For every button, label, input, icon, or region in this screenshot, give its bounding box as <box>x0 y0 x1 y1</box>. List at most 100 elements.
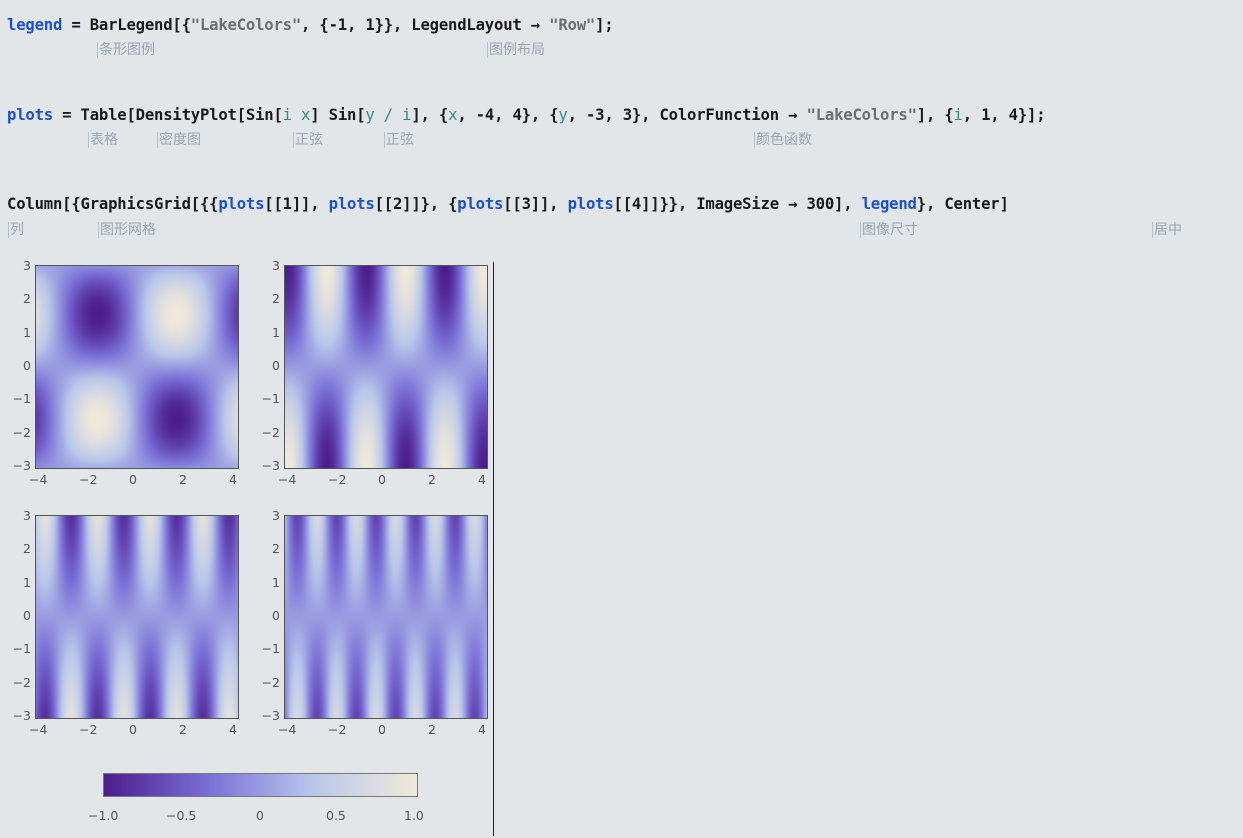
y-tick-label: 0 <box>23 357 31 373</box>
annotation-sin-1: 正弦 <box>293 132 323 148</box>
code-token: ], { <box>411 106 449 124</box>
y-tick-label: 2 <box>23 291 31 307</box>
legend-tick-label: −1.0 <box>88 808 119 823</box>
code-token: plots <box>457 195 504 213</box>
x-tick-label: 2 <box>428 472 436 487</box>
x-tick-label: −2 <box>79 722 98 737</box>
code-token: , 1, 4}]; <box>962 106 1046 124</box>
code-token: plots <box>567 195 614 213</box>
y-tick-label: 0 <box>23 607 31 623</box>
x-tick-label: −2 <box>79 472 98 487</box>
code-token: , {-1, 1}}, LegendLayout → <box>301 16 550 34</box>
code-token: ] Sin[ <box>310 106 366 124</box>
annotation-colorfunction: 颜色函数 <box>754 132 812 148</box>
y-tick-label: 2 <box>23 541 31 557</box>
y-tick-label: −2 <box>12 424 31 440</box>
code-token: [[2]]}, { <box>374 195 458 213</box>
code-token: i <box>953 106 963 124</box>
code-token: legend <box>861 195 917 213</box>
x-tick-label: −2 <box>328 722 347 737</box>
y-tick-label: 1 <box>23 324 31 340</box>
legend-tick-label: −0.5 <box>166 808 197 823</box>
y-tick-label: 1 <box>23 574 31 590</box>
y-tick-label: −2 <box>261 674 280 690</box>
annotation-sin-2: 正弦 <box>384 132 414 148</box>
annotation-barlegend: 条形图例 <box>97 42 155 58</box>
code-token: "LakeColors" <box>806 106 917 124</box>
annotation-center: 居中 <box>1152 222 1182 238</box>
annotation-densityplot: 密度图 <box>157 132 201 148</box>
code-token: plots <box>218 195 265 213</box>
x-tick-label: −4 <box>278 472 297 487</box>
y-tick-label: 1 <box>272 574 280 590</box>
code-token: }, Center] <box>916 195 1009 213</box>
y-tick-label: 3 <box>23 508 31 523</box>
density-plot-2 <box>284 265 488 469</box>
x-tick-label: −4 <box>29 472 48 487</box>
y-tick-label: 0 <box>272 357 280 373</box>
x-tick-label: 0 <box>378 722 386 737</box>
code-token: y / i <box>365 106 412 124</box>
x-tick-label: 0 <box>378 472 386 487</box>
x-tick-label: 2 <box>428 722 436 737</box>
code-token: "Row" <box>549 16 596 34</box>
annotation-legendlayout: 图例布局 <box>487 42 545 58</box>
legend-tick-label: 0 <box>256 808 264 823</box>
code-token: [[3]], <box>503 195 568 213</box>
y-tick-label: 3 <box>272 258 280 273</box>
y-tick-label: −3 <box>261 707 280 723</box>
code-token: ]; <box>595 16 614 34</box>
y-tick-label: −2 <box>12 674 31 690</box>
y-tick-label: 2 <box>272 541 280 557</box>
annotation-table: 表格 <box>88 132 118 148</box>
code-token: , -4, 4}, { <box>457 106 559 124</box>
x-tick-label: −4 <box>278 722 297 737</box>
x-tick-label: −2 <box>328 472 347 487</box>
code-token: plots <box>328 195 375 213</box>
y-tick-label: −1 <box>12 641 31 657</box>
code-token: [[1]], <box>264 195 329 213</box>
y-tick-label: 3 <box>23 258 31 273</box>
code-token: = BarLegend[{ <box>62 16 191 34</box>
x-tick-label: 4 <box>229 722 237 737</box>
x-tick-label: 2 <box>179 472 187 487</box>
y-tick-label: 3 <box>272 508 280 523</box>
y-tick-label: 2 <box>272 291 280 307</box>
y-tick-label: 1 <box>272 324 280 340</box>
code-token: [[4]]}}, ImageSize → 300], <box>613 195 862 213</box>
y-tick-label: −1 <box>261 391 280 407</box>
density-plot-3 <box>35 515 239 719</box>
annotation-graphicsgrid: 图形网格 <box>98 222 156 238</box>
x-tick-label: 4 <box>229 472 237 487</box>
bar-legend <box>103 773 418 797</box>
code-token: , -3, 3}, ColorFunction → <box>567 106 807 124</box>
code-token: ], { <box>916 106 954 124</box>
y-tick-label: 0 <box>272 607 280 623</box>
y-tick-label: −3 <box>12 707 31 723</box>
y-tick-label: −3 <box>12 457 31 473</box>
y-tick-label: −1 <box>261 641 280 657</box>
annotation-imagesize: 图像尺寸 <box>860 222 918 238</box>
density-plot-1 <box>35 265 239 469</box>
output-cell-bracket[interactable] <box>493 262 494 836</box>
code-token: plots <box>7 106 53 124</box>
x-tick-label: −4 <box>29 722 48 737</box>
code-token: legend <box>7 16 63 34</box>
x-tick-label: 0 <box>129 472 137 487</box>
x-tick-label: 4 <box>478 472 486 487</box>
legend-tick-label: 1.0 <box>404 808 424 823</box>
code-token: Column[{GraphicsGrid[{{ <box>7 195 219 213</box>
y-tick-label: −3 <box>261 457 280 473</box>
density-plot-4 <box>284 515 488 719</box>
y-tick-label: −2 <box>261 424 280 440</box>
x-tick-label: 0 <box>129 722 137 737</box>
x-tick-label: 2 <box>179 722 187 737</box>
code-token: x <box>448 106 458 124</box>
input-cell-plots[interactable]: plots = Table[DensityPlot[Sin[i x] Sin[y… <box>7 106 1046 124</box>
x-tick-label: 4 <box>478 722 486 737</box>
code-token: "LakeColors" <box>190 16 302 34</box>
input-cell-legend[interactable]: legend = BarLegend[{"LakeColors", {-1, 1… <box>7 16 614 34</box>
y-tick-label: −1 <box>12 391 31 407</box>
input-cell-column[interactable]: Column[{GraphicsGrid[{{plots[[1]], plots… <box>7 195 1009 213</box>
legend-tick-label: 0.5 <box>326 808 346 823</box>
